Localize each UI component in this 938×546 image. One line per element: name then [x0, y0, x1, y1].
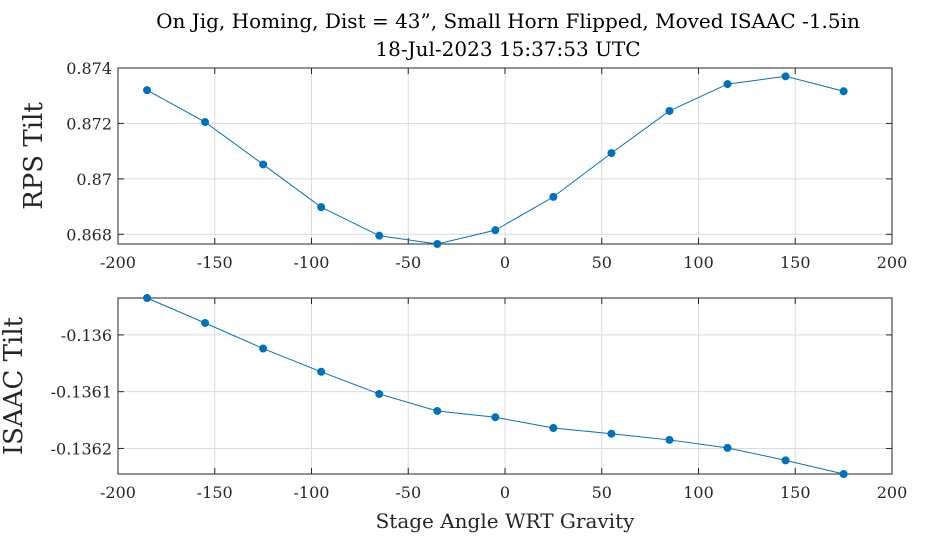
data-point — [259, 344, 268, 353]
data-point — [665, 435, 674, 444]
data-point — [607, 429, 616, 438]
data-point — [433, 406, 442, 415]
x-tick-label: 0 — [500, 483, 510, 502]
x-tick-label: 100 — [683, 253, 714, 272]
y-tick-label: 0.874 — [66, 59, 112, 78]
y-axis-label: RPS Tilt — [19, 102, 49, 210]
data-point — [781, 72, 790, 81]
x-tick-label: 50 — [592, 253, 612, 272]
data-point — [607, 149, 616, 158]
data-point — [723, 443, 732, 452]
data-point — [781, 456, 790, 465]
y-axis-label: ISAAC Tilt — [0, 316, 29, 455]
data-point — [201, 118, 210, 127]
series-line — [146, 75, 844, 245]
isaac-tilt-plot: -200 -150 -100 -50 0 50 100 150 200 -0.136 -0.1361… — [0, 294, 907, 533]
data-point — [375, 231, 384, 240]
x-tick-label: 200 — [877, 253, 908, 272]
x-tick-label: 50 — [592, 483, 612, 502]
data-point — [317, 367, 326, 376]
data-point — [839, 470, 848, 478]
data-point — [201, 318, 210, 327]
y-tick-label: -0.136 — [61, 326, 112, 345]
data-point — [375, 389, 384, 398]
y-tick-label: 0.872 — [66, 114, 112, 133]
data-point — [723, 80, 732, 89]
x-tick-label: -150 — [197, 253, 233, 272]
x-tick-label: -50 — [395, 483, 421, 502]
x-tick-label: 200 — [877, 483, 908, 502]
x-tick-label: -200 — [100, 483, 136, 502]
data-point — [491, 226, 500, 235]
x-axis-label: Stage Angle WRT Gravity — [376, 509, 636, 533]
x-tick-label: -100 — [294, 253, 330, 272]
series-line — [146, 297, 844, 475]
data-point — [549, 424, 558, 433]
x-tick-label: 150 — [780, 483, 811, 502]
data-point — [433, 240, 442, 248]
x-tick-label: -200 — [100, 253, 136, 272]
data-point — [143, 86, 152, 95]
y-tick-label: 0.87 — [76, 170, 112, 189]
x-tick-label: -150 — [197, 483, 233, 502]
y-tick-label: 0.868 — [66, 225, 112, 244]
x-tick-label: 100 — [683, 483, 714, 502]
data-point — [665, 106, 674, 115]
chart-title-line2: 18-Jul-2023 15:37:53 UTC — [375, 37, 640, 61]
data-point — [839, 87, 848, 96]
x-tick-label: -50 — [395, 253, 421, 272]
data-point — [549, 192, 558, 201]
y-tick-label: -0.1361 — [51, 383, 112, 402]
y-tick-label: -0.1362 — [51, 439, 112, 458]
x-tick-label: 150 — [780, 253, 811, 272]
chart-title-line1: On Jig, Homing, Dist = 43”, Small Horn F… — [156, 9, 860, 33]
x-tick-label: 0 — [500, 253, 510, 272]
x-tick-label: -100 — [294, 483, 330, 502]
rps-tilt-plot: -200 -150 -100 -50 0 50 100 150 200 0.868 0.87 0.87… — [19, 59, 907, 272]
data-point — [143, 294, 152, 302]
data-point — [491, 413, 500, 422]
data-point — [317, 203, 326, 212]
data-point — [259, 160, 268, 169]
